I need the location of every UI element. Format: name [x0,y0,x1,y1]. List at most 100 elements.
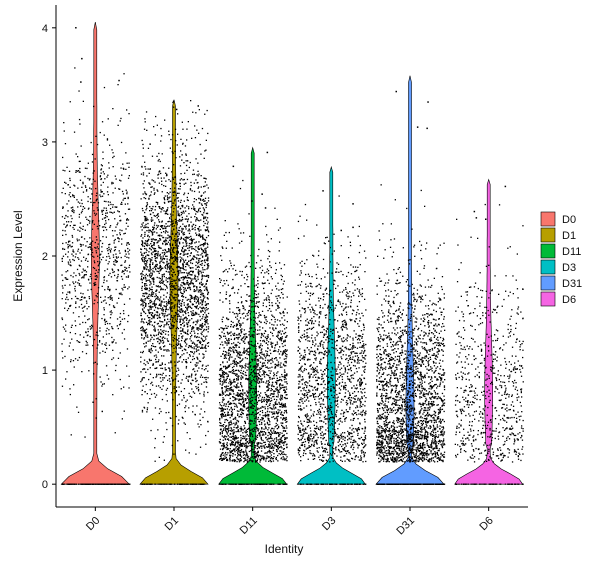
data-point [179,318,181,320]
data-point [124,260,127,262]
data-point [107,174,109,176]
data-point [194,295,197,297]
data-point [169,243,171,245]
data-point [112,305,115,307]
data-point [237,443,239,445]
data-point [185,277,188,279]
data-point [82,321,84,324]
data-point [105,365,108,367]
data-point [207,342,210,344]
data-point [159,270,161,272]
data-point [158,291,160,293]
data-point [64,193,66,195]
data-point [105,259,107,261]
data-point [152,263,154,265]
data-point [272,447,274,449]
data-point [73,282,75,285]
data-point [150,246,153,248]
data-point [146,218,148,220]
data-point [205,282,207,285]
data-point [196,322,198,324]
data-point [192,239,194,241]
data-point [199,210,202,213]
data-point [157,308,159,310]
data-point [171,230,173,232]
data-point [197,386,199,388]
data-point [86,308,88,310]
data-point [108,304,111,306]
data-point [101,218,104,220]
data-point [204,259,206,261]
data-point [176,197,178,199]
data-point [221,459,224,461]
data-point [281,336,283,338]
data-point [267,451,269,453]
data-point [204,243,206,245]
data-point [171,310,173,312]
data-point [91,161,94,163]
data-point [93,303,95,305]
data-point [153,244,155,246]
data-point [108,246,110,248]
data-point [68,345,70,347]
data-point [203,275,206,277]
data-point [237,307,240,309]
data-point [200,337,202,339]
data-point [156,297,158,299]
data-point [100,191,102,193]
data-point [177,212,179,214]
data-point [103,276,105,279]
data-point [169,296,171,298]
data-point [141,207,144,210]
data-point [181,216,183,219]
data-point [162,331,165,334]
data-point [233,380,235,383]
data-point [148,279,151,281]
data-point [159,239,162,241]
data-point [260,259,262,262]
data-point [119,234,121,236]
data-point [180,324,182,326]
data-point [201,264,203,266]
data-point [88,306,90,308]
data-point [262,327,264,329]
data-point [75,274,77,277]
data-point [143,337,146,339]
data-point [268,437,271,440]
data-point [64,143,67,145]
data-point [159,285,161,288]
data-point [205,288,207,290]
data-point [191,314,193,316]
data-point [196,254,198,256]
data-point [84,207,86,209]
data-point [95,236,97,238]
data-point [116,325,118,327]
data-point [237,430,239,433]
data-point [168,179,170,181]
data-point [197,327,199,329]
data-point [221,390,224,392]
data-point [263,373,265,375]
data-point [156,375,158,377]
data-point [190,297,193,300]
data-point [173,287,176,289]
data-point [196,343,198,346]
data-point [150,274,152,277]
data-point [87,162,89,164]
data-point [172,324,174,326]
data-point [86,167,88,170]
data-point [67,256,69,258]
data-point [229,392,231,394]
data-point [140,248,142,250]
data-point [170,257,172,259]
data-point [233,431,235,433]
data-point [145,293,147,295]
data-point [245,446,247,448]
data-point [204,336,206,338]
data-point [140,483,142,485]
data-point [121,203,123,205]
data-point [276,446,279,448]
data-point [221,388,223,390]
data-point [199,413,201,415]
data-point [127,225,129,227]
